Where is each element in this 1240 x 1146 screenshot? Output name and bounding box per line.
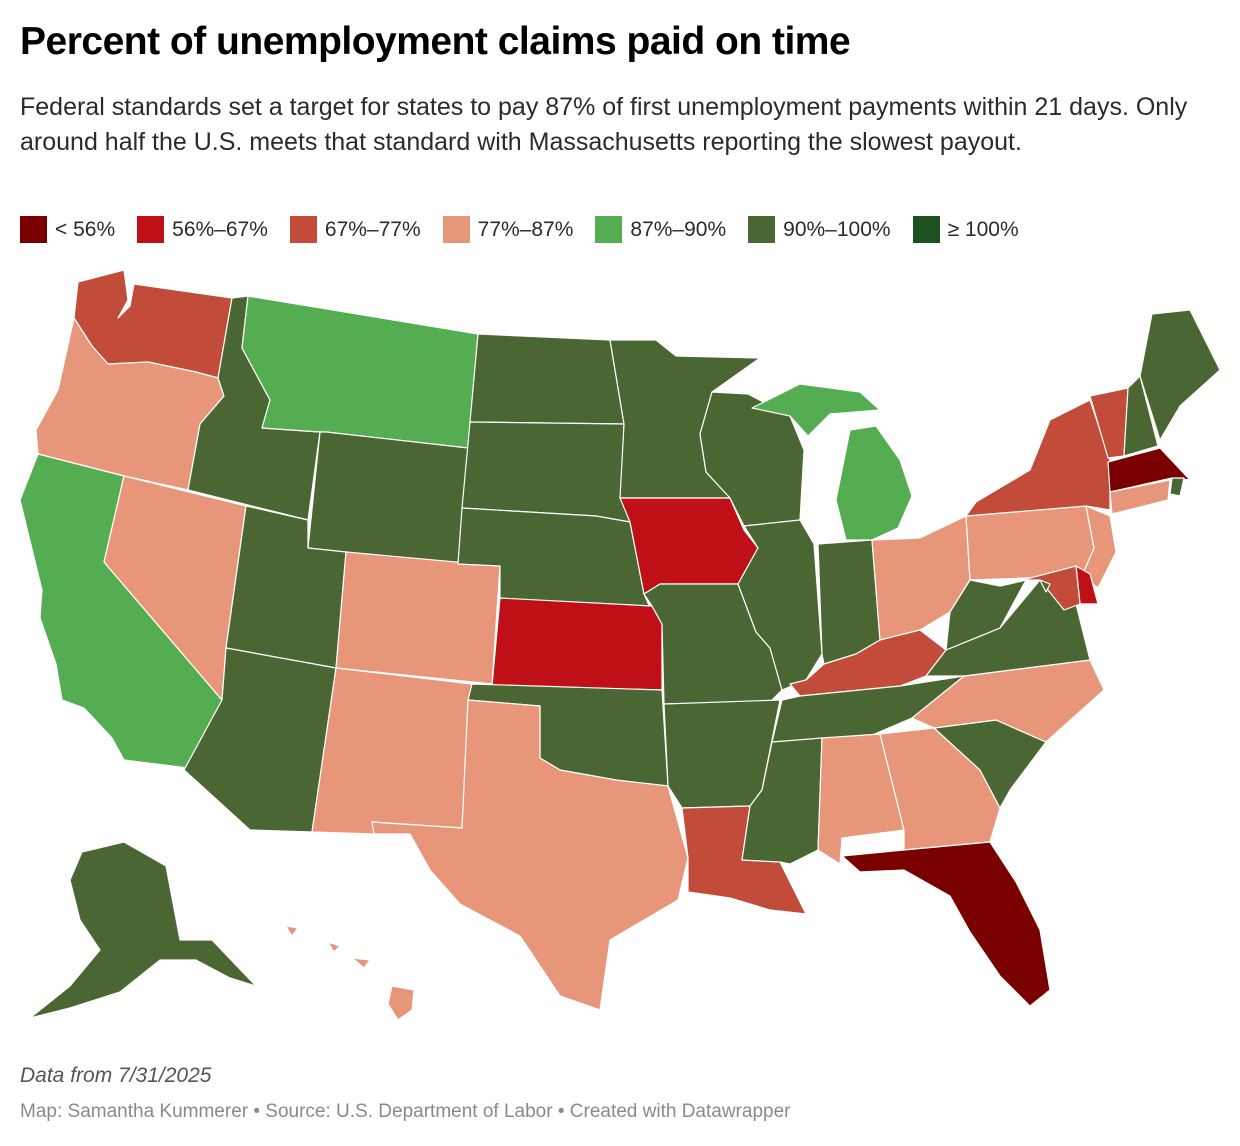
legend-label-3: 77%–87% — [477, 217, 574, 241]
legend-item-4: 87%–90% — [595, 216, 726, 243]
state-MD[interactable] — [999, 565, 1081, 611]
state-ND[interactable] — [469, 333, 625, 425]
legend-swatch-3 — [442, 216, 470, 243]
legend-swatch-6 — [912, 216, 940, 243]
legend-item-6: ≥ 100% — [912, 216, 1019, 243]
state-NM[interactable] — [311, 667, 473, 835]
state-TX[interactable] — [371, 699, 689, 1011]
state-HI[interactable] — [285, 925, 415, 1021]
legend-label-0: < 56% — [55, 217, 116, 241]
state-MT[interactable] — [241, 295, 479, 449]
legend-label-4: 87%–90% — [630, 217, 727, 241]
legend: < 56% 56%–67% 67%–77% 77%–87% 87%–90% 90… — [20, 216, 1041, 243]
legend-swatch-2 — [289, 216, 317, 243]
legend-label-6: ≥ 100% — [947, 217, 1019, 241]
legend-label-1: 56%–67% — [172, 217, 268, 241]
legend-item-5: 90%–100% — [748, 216, 891, 243]
legend-label-5: 90%–100% — [783, 217, 891, 241]
legend-item-1: 56%–67% — [137, 216, 268, 243]
legend-swatch-0 — [20, 216, 47, 243]
chart-title: Percent of unemployment claims paid on t… — [20, 20, 851, 63]
state-NH[interactable] — [1123, 375, 1159, 457]
legend-swatch-1 — [137, 216, 165, 243]
state-NJ[interactable] — [1081, 505, 1117, 589]
state-NY[interactable] — [965, 399, 1111, 517]
legend-label-2: 67%–77% — [324, 217, 421, 241]
state-CT[interactable] — [1109, 479, 1171, 515]
state-KS[interactable] — [491, 597, 663, 691]
chart-subtitle: Federal standards set a target for state… — [20, 93, 1188, 156]
state-DC[interactable] — [1039, 579, 1051, 593]
legend-swatch-4 — [595, 216, 623, 243]
data-date-note: Data from 7/31/2025 — [20, 1064, 212, 1087]
state-AK[interactable] — [29, 841, 257, 1019]
legend-item-3: 77%–87% — [442, 216, 574, 243]
legend-swatch-5 — [748, 216, 776, 243]
state-MI[interactable] — [751, 383, 913, 541]
legend-item-2: 67%–77% — [289, 216, 421, 243]
state-RI[interactable] — [1169, 477, 1185, 497]
state-IL[interactable] — [737, 519, 823, 691]
state-SD[interactable] — [461, 421, 631, 523]
us-choropleth-map — [19, 269, 1221, 1021]
state-FL[interactable] — [841, 841, 1051, 1007]
legend-item-0: < 56% — [20, 216, 115, 243]
source-footer: Map: Samantha Kummerer • Source: U.S. De… — [20, 1101, 791, 1122]
state-WY[interactable] — [307, 431, 469, 565]
state-CO[interactable] — [335, 551, 501, 685]
state-ME[interactable] — [1139, 309, 1221, 441]
